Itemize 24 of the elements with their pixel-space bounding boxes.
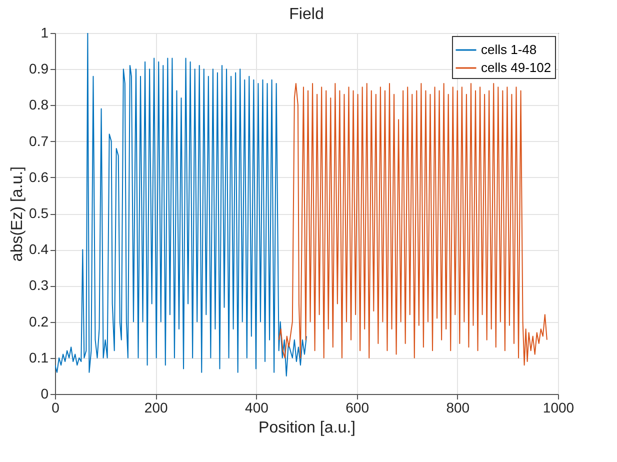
x-tick-label: 200 [144, 400, 168, 416]
legend-label: cells 49-102 [481, 60, 552, 75]
y-tick-label: 0.1 [29, 349, 49, 366]
y-tick-label: 0.8 [29, 96, 49, 113]
y-tick-label: 0.6 [29, 168, 49, 185]
y-tick-label: 1 [40, 24, 49, 40]
y-tick-label: 0.9 [29, 60, 49, 77]
x-tick-label: 800 [446, 400, 470, 416]
y-tick-label: 0.5 [29, 205, 49, 221]
x-tick-label: 0 [52, 400, 60, 416]
x-axis-title: Position [a.u.] [258, 420, 356, 436]
line-series [55, 33, 307, 376]
chart-title: Field [289, 6, 324, 23]
y-tick-label: 0.7 [29, 132, 49, 149]
x-tick-label: 400 [245, 400, 269, 416]
y-axis-title: abs(Ez) [a.u.] [9, 166, 26, 262]
y-tick-label: 0 [40, 386, 49, 402]
y-tick-label: 0.2 [29, 313, 49, 330]
line-series [278, 83, 548, 366]
legend-label: cells 1-48 [481, 42, 537, 57]
y-tick-label: 0.3 [29, 277, 49, 294]
x-tick-label: 600 [346, 400, 370, 416]
x-tick-label: 1000 [542, 400, 574, 416]
y-tick-label: 0.4 [29, 241, 49, 258]
